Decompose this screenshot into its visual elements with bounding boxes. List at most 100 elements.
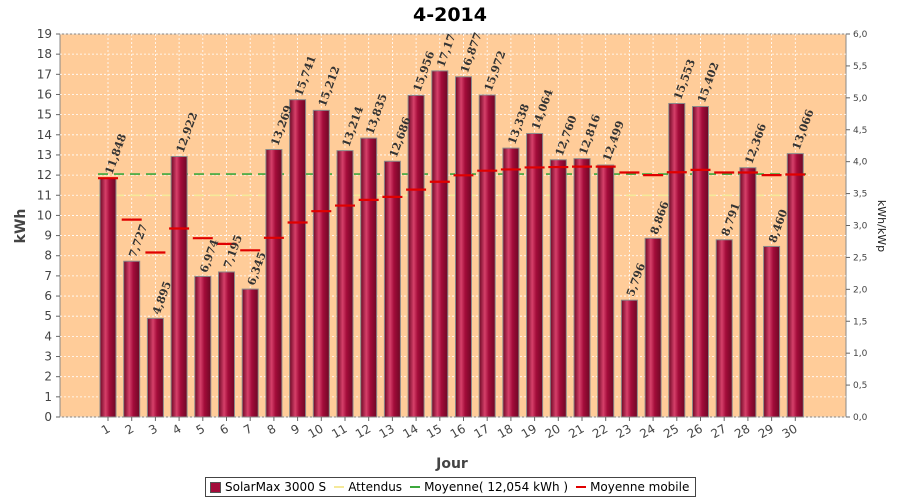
y-axis-label: kWh: [13, 209, 29, 244]
y-tick-label: 19: [37, 27, 52, 41]
legend-swatch-bar: [210, 481, 221, 493]
legend-swatch-attendus: [334, 486, 345, 488]
bar: [99, 177, 117, 418]
legend-swatch-moyenne-mobile: [576, 486, 587, 488]
y-tick-label: 15: [37, 108, 52, 122]
y-tick-label: 18: [37, 47, 52, 61]
x-tick-label: 11: [329, 421, 349, 441]
bar: [478, 94, 496, 418]
y-tick-label: 7: [44, 269, 52, 283]
y-tick-label: 1: [44, 390, 52, 404]
y2-tick-label: 3,0: [853, 222, 868, 232]
y-tick-label: 2: [44, 370, 52, 384]
x-tick-label: 9: [288, 421, 302, 437]
x-tick-label: 4: [170, 421, 184, 437]
legend-label-moyenne-mobile: Moyenne mobile: [590, 480, 690, 494]
y-tick-label: 11: [37, 188, 52, 202]
x-tick-label: 16: [448, 421, 468, 441]
y2-tick-label: 4,0: [853, 158, 868, 168]
bar: [597, 164, 615, 418]
bar: [194, 275, 212, 418]
y2-tick-label: 5,0: [853, 94, 868, 104]
legend-item-moyenne-mobile: Moyenne mobile: [576, 480, 689, 494]
bar: [715, 239, 733, 418]
y-tick-label: 5: [44, 309, 52, 323]
bar: [312, 109, 330, 418]
x-tick-label: 26: [685, 421, 705, 441]
bar: [431, 70, 449, 418]
y-tick-label: 14: [37, 128, 52, 142]
y-tick-label: 13: [37, 148, 52, 162]
bar: [620, 299, 638, 418]
x-tick-label: 24: [637, 421, 657, 441]
bar: [336, 150, 354, 418]
legend-label-moyenne: Moyenne( 12,054 kWh ): [424, 480, 569, 494]
y-tick-label: 12: [37, 168, 52, 182]
x-tick-label: 22: [590, 421, 610, 441]
y-tick-label: 17: [37, 67, 52, 81]
y-tick-label: 0: [44, 410, 52, 424]
x-tick-label: 18: [495, 421, 515, 441]
y2-tick-label: 1,0: [853, 349, 868, 359]
bar: [146, 317, 164, 418]
x-tick-label: 23: [614, 421, 634, 441]
x-tick-label: 8: [265, 421, 279, 437]
y2-tick-label: 3,5: [853, 190, 867, 200]
bar: [289, 99, 307, 418]
x-tick-label: 28: [732, 421, 752, 441]
x-tick-label: 21: [566, 421, 586, 441]
bar: [739, 167, 757, 418]
bar: [241, 288, 259, 418]
bar: [407, 94, 425, 418]
y-tick-label: 9: [44, 229, 52, 243]
legend-item-moyenne: Moyenne( 12,054 kWh ): [410, 480, 568, 494]
y2-tick-label: 5,5: [853, 62, 867, 72]
x-tick-label: 19: [519, 421, 539, 441]
legend-item-solarmax: SolarMax 3000 S: [210, 480, 326, 494]
bar: [644, 237, 662, 418]
x-tick-label: 15: [424, 421, 444, 441]
y2-tick-label: 0,0: [853, 413, 868, 423]
x-tick-label: 30: [780, 421, 800, 441]
plot-area: [59, 33, 847, 418]
bar: [383, 160, 401, 418]
x-tick-label: 25: [661, 421, 681, 441]
bar: [502, 147, 520, 418]
legend: SolarMax 3000 S Attendus Moyenne( 12,054…: [205, 477, 697, 497]
x-tick-label: 29: [756, 421, 776, 441]
x-tick-label: 10: [306, 421, 326, 441]
y2-axis-label: kWh/kWp: [875, 200, 888, 252]
x-tick-label: 20: [543, 421, 563, 441]
bar: [360, 137, 378, 418]
x-tick-label: 3: [146, 421, 160, 437]
bar: [692, 106, 709, 418]
y-tick-label: 16: [37, 87, 52, 101]
bar: [265, 149, 283, 418]
x-tick-label: 12: [353, 421, 373, 441]
bar: [455, 76, 472, 418]
y2-tick-label: 4,5: [853, 126, 867, 136]
y2-tick-label: 2,0: [853, 285, 868, 295]
x-tick-label: 7: [241, 421, 255, 437]
y2-tick-label: 0,5: [853, 381, 867, 391]
y2-tick-label: 2,5: [853, 253, 867, 263]
bar: [763, 245, 781, 418]
x-axis-label: Jour: [435, 456, 468, 472]
x-tick-label: 2: [123, 421, 137, 437]
bar: [786, 153, 804, 418]
y-tick-label: 10: [37, 208, 52, 222]
y-tick-label: 3: [44, 350, 52, 364]
bar: [526, 132, 544, 418]
bar: [123, 260, 141, 418]
bar: [170, 156, 188, 418]
legend-label-solarmax: SolarMax 3000 S: [225, 480, 327, 494]
y2-tick-label: 6,0: [853, 30, 868, 40]
x-tick-label: 14: [400, 421, 420, 441]
bar: [573, 158, 591, 418]
y-tick-label: 6: [44, 289, 52, 303]
x-tick-label: 1: [99, 421, 113, 437]
x-tick-label: 5: [194, 421, 208, 437]
bar: [549, 159, 567, 418]
x-tick-label: 6: [217, 421, 231, 437]
